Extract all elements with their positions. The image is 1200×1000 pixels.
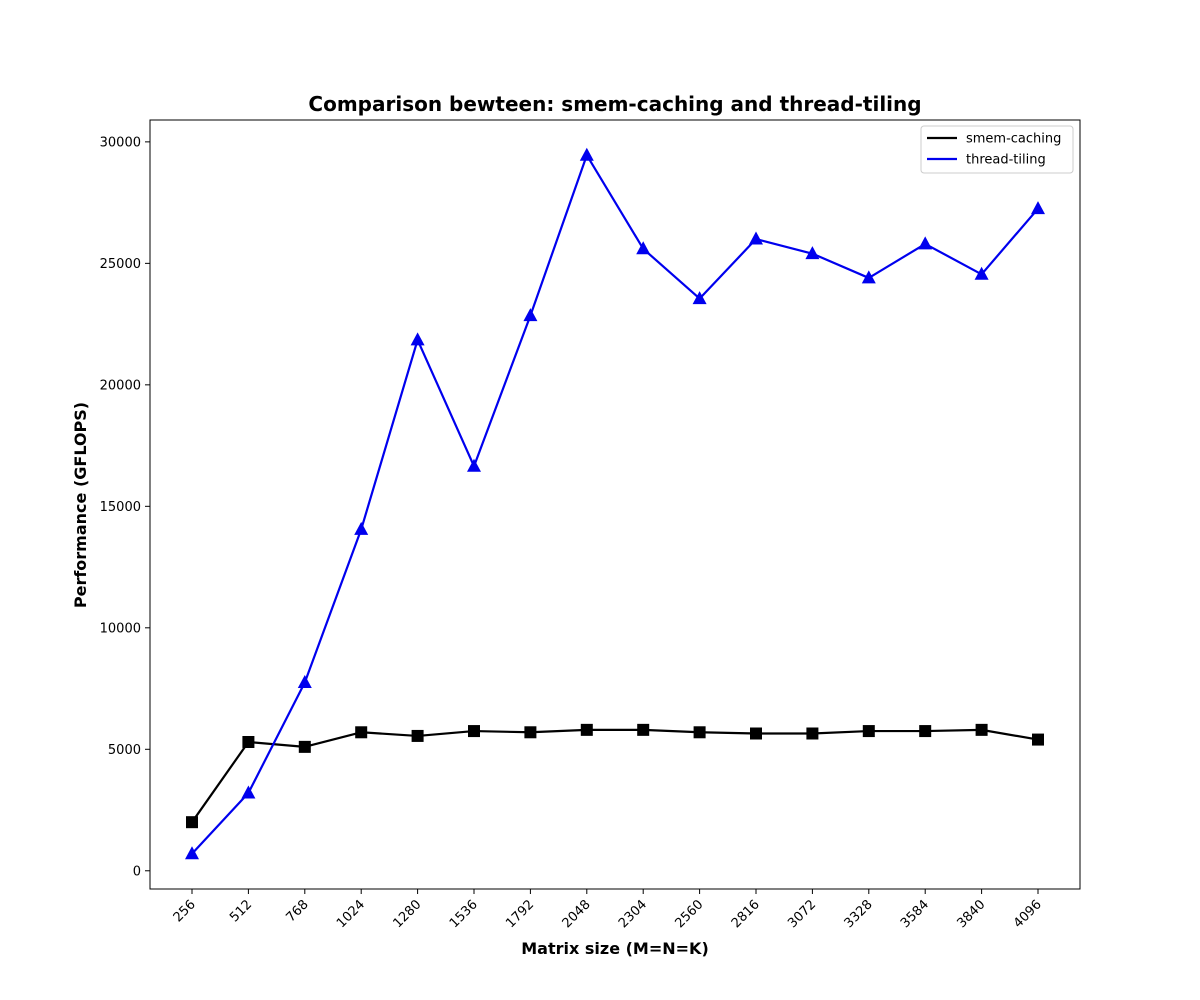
thread-tiling-point	[410, 332, 425, 346]
legend-box	[920, 125, 1074, 174]
chart-title: Comparison bewteen: smem-caching and thr…	[308, 92, 921, 116]
smem-caching-point	[862, 725, 875, 738]
x-tick-label: 1792	[503, 897, 537, 931]
thread-tiling-point	[805, 246, 820, 260]
x-tick-label: 2816	[729, 897, 763, 931]
x-axis: 256 512 768 1024 1280 1536 1792 2048 2304 2560 281…	[171, 889, 1045, 931]
x-tick-label: 1024	[334, 897, 368, 931]
thread-tiling-point	[185, 846, 199, 860]
x-tick-label: 768	[283, 897, 311, 925]
thread-tiling-line	[191, 154, 1039, 855]
x-axis-label: Matrix size (M=N=K)	[521, 939, 709, 958]
legend: smem-caching thread-tiling	[920, 125, 1074, 174]
thread-tiling-point	[579, 147, 594, 161]
thread-tiling-point	[974, 266, 989, 280]
y-tick-label: 25000	[100, 257, 141, 272]
smem-caching-point	[468, 725, 480, 738]
x-tick-label: 1280	[390, 897, 424, 931]
smem-caching-point	[637, 723, 650, 736]
x-tick-label: 256	[171, 897, 199, 925]
smem-caching-line	[191, 728, 1039, 823]
x-tick-label: 3840	[954, 897, 988, 931]
plot-frame	[149, 119, 1081, 890]
x-tick-label: 4096	[1011, 897, 1045, 931]
thread-tiling-point	[297, 674, 312, 688]
smem-caching-point	[693, 726, 706, 739]
smem-caching-point	[411, 729, 424, 742]
x-tick-label: 3584	[898, 897, 932, 931]
y-tick-label: 10000	[100, 621, 141, 636]
y-tick-label: 0	[133, 864, 141, 879]
series-layer	[185, 147, 1045, 860]
thread-tiling-point	[636, 241, 651, 255]
legend-label-thread-tiling: thread-tiling	[966, 153, 1046, 168]
smem-caching-point	[919, 725, 932, 738]
thread-tiling-point	[918, 236, 933, 250]
thread-tiling-point	[523, 308, 538, 322]
smem-caching-point	[524, 726, 537, 739]
smem-caching-point	[750, 727, 762, 740]
x-tick-label: 2304	[616, 897, 650, 931]
y-tick-label: 15000	[100, 500, 141, 515]
y-axis-label: Performance (GFLOPS)	[71, 402, 90, 608]
y-tick-label: 20000	[100, 378, 141, 393]
smem-caching-point	[242, 736, 255, 749]
smem-caching-point	[975, 723, 988, 736]
smem-caching-point	[1032, 733, 1044, 746]
x-tick-label: 1536	[447, 897, 481, 931]
thread-tiling-point	[467, 458, 481, 472]
thread-tiling-point	[861, 270, 876, 284]
x-tick-label: 3328	[842, 897, 876, 931]
smem-caching-point	[298, 740, 311, 753]
legend-label-smem-caching: smem-caching	[966, 132, 1061, 147]
x-tick-label: 2048	[560, 897, 594, 931]
x-tick-label: 512	[227, 897, 255, 925]
x-tick-label: 2560	[672, 897, 706, 931]
y-tick-label: 5000	[108, 743, 141, 758]
smem-caching-point	[355, 726, 368, 739]
smem-caching-point	[186, 816, 198, 829]
x-tick-label: 3072	[785, 897, 819, 931]
thread-tiling-point	[354, 521, 369, 535]
smem-caching-point	[580, 723, 593, 736]
thread-tiling-point	[1031, 201, 1045, 215]
thread-tiling-point	[749, 231, 763, 245]
thread-tiling-point	[692, 291, 707, 305]
smem-caching-point	[806, 727, 819, 740]
y-tick-label: 30000	[100, 135, 141, 150]
thread-tiling-point	[241, 785, 256, 799]
y-axis: 0 5000 10000 15000 20000 25000 30000	[100, 135, 150, 879]
